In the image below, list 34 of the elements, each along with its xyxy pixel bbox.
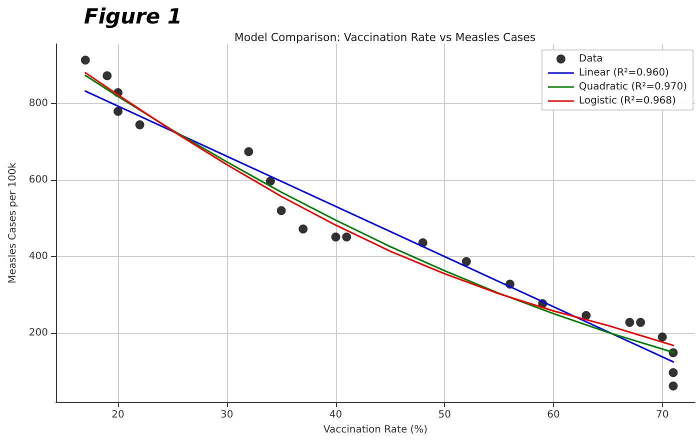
point [276,206,286,216]
x-tick-label: 20 [112,410,124,421]
point [658,332,667,342]
legend-label: Data [578,54,603,64]
point [114,106,123,116]
legend-label: Linear (R²=0.960) [578,68,670,78]
point [636,318,646,327]
point [298,224,308,234]
x-tick-label: 50 [438,410,451,421]
x-tick-label: 70 [656,410,669,421]
x-tick-label: 60 [547,410,560,421]
point [135,120,144,130]
y-axis-title: Measles Cases per 100k [8,162,18,284]
y-tick-label: 800 [28,98,48,109]
point [462,257,471,266]
y-tick-label: 600 [28,174,48,186]
point [102,71,112,80]
point [244,147,254,156]
x-tick-label: 30 [220,410,234,421]
point [582,311,591,320]
point [80,56,90,65]
point [668,382,678,391]
legend-label: Quadratic (R²=0.970) [578,82,688,92]
y-tick-label: 200 [28,328,48,339]
chart-title: Model Comparison: Vaccination Rate vs Measles Cases [234,31,536,44]
caption: Figure 1 [84,4,182,28]
point [331,232,340,242]
legend-label: Logistic (R²=0.968) [578,96,676,106]
x-axis-title: Vaccination Rate (%) [323,424,428,436]
point [668,368,678,378]
x-tick-label: 40 [329,410,342,421]
point [342,232,352,242]
y-tick-label: 400 [28,251,48,262]
point [625,318,634,327]
